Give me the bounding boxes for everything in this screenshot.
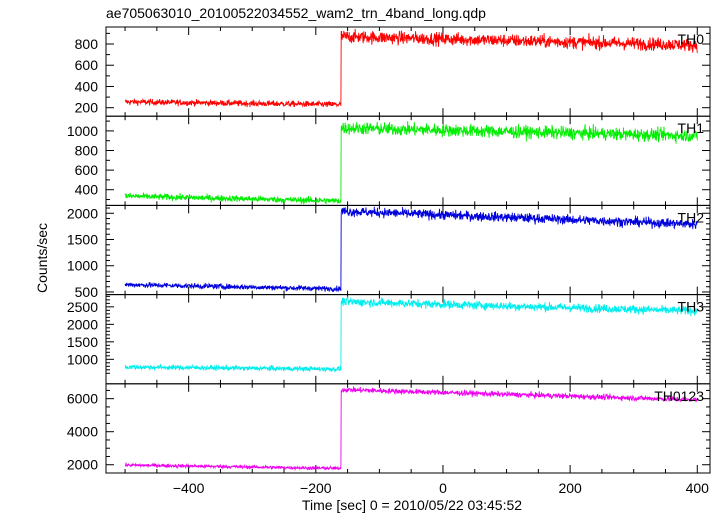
series-label: TH0 [678,31,705,47]
y-tick-label: 200 [75,100,99,116]
series-label: TH1 [678,120,705,136]
y-tick-label: 2000 [67,205,98,221]
series-label: TH2 [678,209,705,225]
series-label: TH0123 [654,388,704,404]
y-tick-label: 4000 [67,424,98,440]
series-line-th3 [124,296,698,373]
x-tick-label: −400 [173,480,205,496]
y-tick-label: 1000 [67,258,98,274]
y-tick-label: 1500 [67,334,98,350]
y-tick-label: 800 [75,143,99,159]
y-tick-label: 800 [75,36,99,52]
y-tick-label: 6000 [67,391,98,407]
panel-frame [105,383,711,474]
y-tick-label: 1000 [67,123,98,139]
y-tick-label: 2500 [67,299,98,315]
y-tick-label: 600 [75,162,99,178]
panel-th0: 200 400 600 800 TH0 [75,26,711,117]
panel-th0123: 2000 4000 6000 TH0123 [67,383,711,474]
series-line-th0123 [124,386,698,472]
panel-th2: 500 1000 1500 2000 TH2 [67,204,711,300]
y-tick-label: 1500 [67,232,98,248]
series-line-th2 [124,206,698,293]
x-tick-label: 200 [558,480,582,496]
y-tick-label: 400 [75,182,99,198]
x-tick-label: 0 [439,480,447,496]
y-tick-label: 2000 [67,316,98,332]
y-tick-label: 400 [75,78,99,94]
x-tick-label: −200 [300,480,332,496]
panel-frame [105,294,711,385]
series-line-th1 [124,121,698,205]
x-axis-label: Time [sec] 0 = 2010/05/22 03:45:52 [302,497,522,513]
chart-title: ae705063010_20100522034552_wam2_trn_4ban… [106,5,486,21]
y-tick-label: 500 [75,284,99,300]
x-tick-label: 400 [686,480,710,496]
series-line-th0 [124,28,698,108]
y-axis-label: Counts/sec [34,223,50,293]
y-tick-label: 2000 [67,457,98,473]
series-label: TH3 [678,299,705,315]
y-tick-label: 1000 [67,351,98,367]
panel-th1: 400 600 800 1000 TH1 [67,115,711,206]
y-tick-label: 600 [75,57,99,73]
